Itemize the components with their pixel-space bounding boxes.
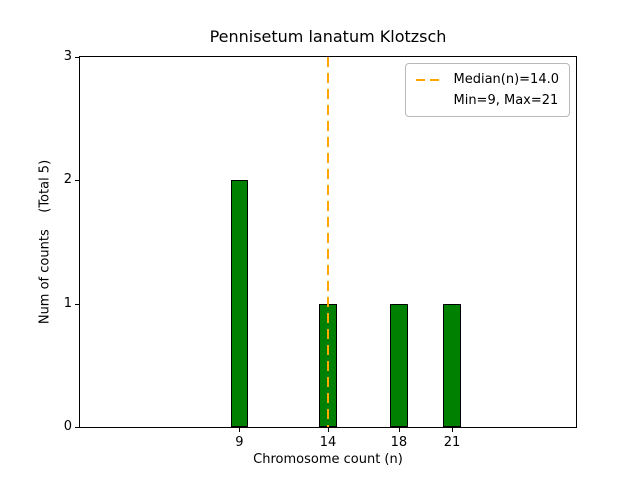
y-tick-mark (75, 180, 79, 182)
y-tick-label: 2 (63, 172, 72, 188)
y-tick-label: 3 (63, 49, 72, 64)
y-tick-label: 0 (63, 419, 72, 434)
y-tick-mark (75, 57, 79, 58)
x-tick-mark (239, 428, 241, 432)
legend: Median(n)=14.0 Min=9, Max=21 (405, 63, 570, 117)
y-tick-mark (75, 427, 79, 428)
median-line-sample-icon (416, 78, 445, 81)
x-tick-label: 18 (390, 435, 408, 450)
plot-title: Pennisetum lanatum Klotzsch (209, 27, 447, 46)
legend-label-minmax: Min=9, Max=21 (453, 93, 559, 108)
x-tick-mark (398, 428, 400, 432)
y-tick-mark (75, 303, 79, 305)
legend-entry-median: Median(n)=14.0 (416, 72, 559, 87)
blank-handle-icon (416, 100, 444, 102)
bar (443, 303, 461, 427)
median-line (327, 57, 329, 427)
legend-entry-minmax: Min=9, Max=21 (416, 93, 559, 108)
x-tick-mark (328, 428, 329, 432)
x-tick-label: 21 (443, 435, 461, 450)
bar (390, 303, 408, 427)
x-axis-label: Chromosome count (n) (253, 452, 403, 467)
x-tick-label: 9 (235, 435, 244, 450)
axes (79, 56, 577, 428)
y-tick-label: 1 (63, 295, 72, 311)
x-tick-label: 14 (319, 435, 337, 450)
bar (230, 180, 249, 427)
legend-label-median: Median(n)=14.0 (453, 72, 559, 87)
x-tick-mark (452, 428, 453, 432)
